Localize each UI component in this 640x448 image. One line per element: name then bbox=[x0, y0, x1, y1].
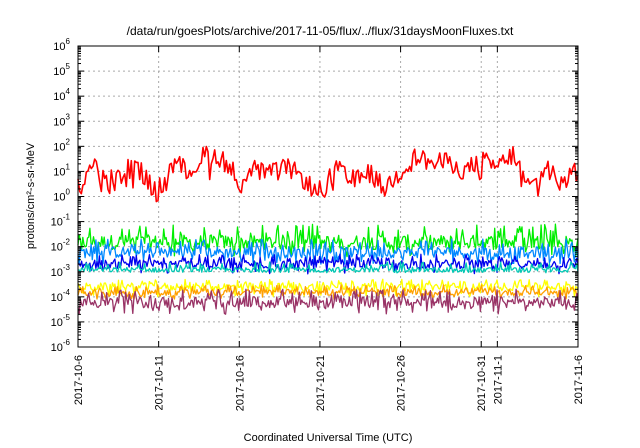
series-line-5 bbox=[77, 278, 579, 298]
x-tick-label: 2017-10-31 bbox=[476, 355, 488, 411]
series-line-1 bbox=[77, 223, 579, 258]
series-layer bbox=[77, 145, 579, 315]
y-tick-label: 104 bbox=[53, 87, 70, 103]
y-tick-label: 10-6 bbox=[51, 338, 71, 354]
y-tick-label: 103 bbox=[53, 112, 70, 128]
series-line-7 bbox=[77, 288, 579, 315]
y-tick-label: 10-2 bbox=[51, 238, 71, 254]
x-axis: 2017-10-6 2017-10-11 2017-10-16 2017-10-21 2… bbox=[73, 46, 585, 411]
y-tick-label: 102 bbox=[53, 137, 70, 153]
x-tick-label: 2017-11-6 bbox=[573, 355, 585, 404]
x-tick-label: 2017-10-11 bbox=[154, 355, 166, 410]
y-tick-label: 106 bbox=[53, 37, 70, 53]
series-line-4 bbox=[77, 261, 579, 274]
y-tick-label: 100 bbox=[53, 188, 70, 204]
y-tick-label: 101 bbox=[53, 162, 70, 178]
x-tick-label: 2017-11-1 bbox=[492, 355, 504, 404]
y-tick-label: 10-3 bbox=[51, 263, 71, 279]
series-line-6 bbox=[77, 284, 579, 300]
y-axis-label: protons/cm²-s-sr-MeV bbox=[25, 142, 37, 249]
chart-title: /data/run/goesPlots/archive/2017-11-05/f… bbox=[127, 24, 514, 38]
y-tick-label: 10-1 bbox=[51, 213, 71, 229]
x-tick-label: 2017-10-26 bbox=[396, 355, 408, 411]
y-tick-label: 10-5 bbox=[51, 313, 71, 329]
x-tick-label: 2017-10-21 bbox=[315, 355, 327, 411]
x-tick-label: 2017-10-6 bbox=[73, 355, 85, 405]
y-axis: 10-6 10-5 10-4 10-3 10-2 10-1 100 101 102 103 104 1… bbox=[51, 37, 578, 354]
x-tick-label: 2017-10-16 bbox=[234, 355, 246, 411]
y-tick-label: 10-4 bbox=[51, 288, 71, 304]
x-axis-label: Coordinated Universal Time (UTC) bbox=[244, 432, 413, 444]
series-line-2 bbox=[77, 238, 579, 265]
y-tick-label: 105 bbox=[53, 62, 70, 78]
series-line-0 bbox=[77, 145, 579, 203]
